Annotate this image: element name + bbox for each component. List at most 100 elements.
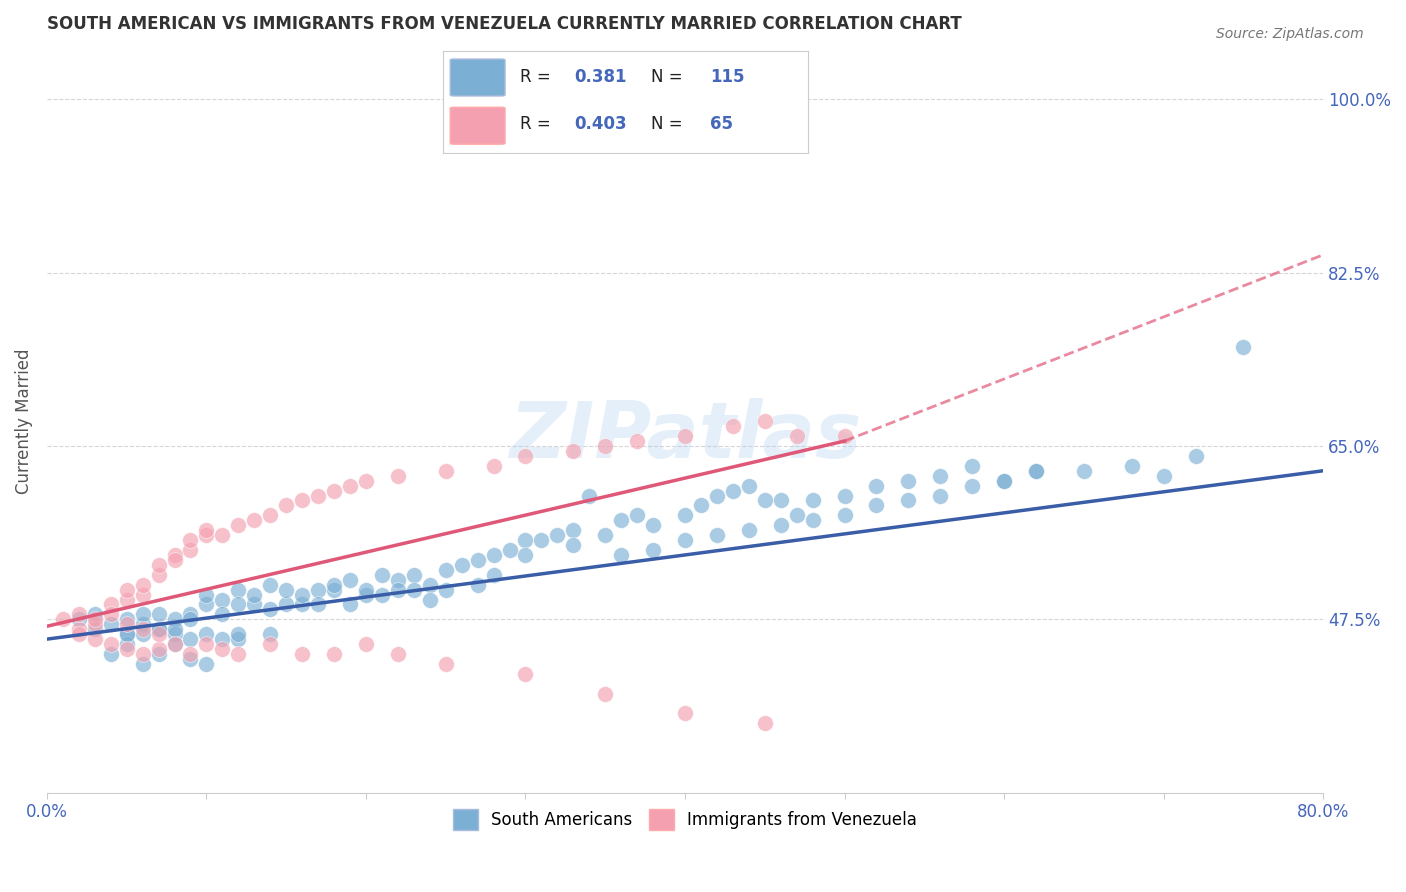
Point — [179, 647, 201, 661]
Point — [1153, 468, 1175, 483]
Point — [163, 622, 186, 636]
Text: R =: R = — [520, 68, 555, 86]
Point — [179, 632, 201, 647]
Point — [131, 627, 153, 641]
Point — [834, 429, 856, 443]
Point — [179, 612, 201, 626]
Point — [195, 528, 218, 542]
Point — [323, 582, 346, 597]
Point — [673, 706, 696, 721]
Point — [115, 642, 138, 657]
Point — [769, 518, 792, 533]
Point — [643, 518, 665, 533]
Point — [131, 577, 153, 591]
Point — [100, 647, 122, 661]
Point — [307, 582, 329, 597]
Point — [195, 627, 218, 641]
Point — [467, 577, 489, 591]
Point — [402, 582, 425, 597]
Text: N =: N = — [651, 115, 688, 133]
Point — [354, 474, 377, 488]
Point — [67, 607, 90, 622]
Point — [562, 538, 585, 552]
Point — [195, 523, 218, 537]
Point — [834, 508, 856, 523]
Point — [482, 567, 505, 582]
Text: 0.403: 0.403 — [575, 115, 627, 133]
Point — [1232, 340, 1254, 354]
Point — [115, 592, 138, 607]
Point — [323, 483, 346, 498]
Point — [179, 652, 201, 666]
Point — [131, 607, 153, 622]
Text: 115: 115 — [710, 68, 744, 86]
Point — [228, 627, 250, 641]
Point — [706, 489, 728, 503]
Point — [83, 617, 105, 632]
Text: N =: N = — [651, 68, 688, 86]
Text: SOUTH AMERICAN VS IMMIGRANTS FROM VENEZUELA CURRENTLY MARRIED CORRELATION CHART: SOUTH AMERICAN VS IMMIGRANTS FROM VENEZU… — [46, 15, 962, 33]
Point — [1121, 458, 1143, 473]
Point — [387, 582, 409, 597]
Point — [148, 622, 170, 636]
Point — [115, 617, 138, 632]
Point — [100, 607, 122, 622]
Point — [450, 558, 472, 572]
Text: 65: 65 — [710, 115, 733, 133]
Point — [259, 627, 281, 641]
Point — [276, 499, 298, 513]
Point — [100, 598, 122, 612]
Point — [626, 508, 648, 523]
Point — [769, 493, 792, 508]
Point — [929, 468, 952, 483]
Point — [148, 627, 170, 641]
Point — [801, 493, 824, 508]
Point — [100, 637, 122, 651]
Point — [100, 617, 122, 632]
Point — [673, 508, 696, 523]
FancyBboxPatch shape — [450, 59, 505, 96]
Point — [291, 598, 314, 612]
Point — [131, 647, 153, 661]
Point — [434, 582, 457, 597]
Point — [371, 567, 394, 582]
Point — [259, 602, 281, 616]
Point — [131, 617, 153, 632]
Point — [163, 612, 186, 626]
Point — [195, 588, 218, 602]
Point — [228, 632, 250, 647]
Point — [482, 458, 505, 473]
Point — [387, 573, 409, 587]
Point — [960, 458, 983, 473]
Point — [148, 642, 170, 657]
Point — [754, 414, 776, 428]
Point — [993, 474, 1015, 488]
Point — [387, 647, 409, 661]
Point — [83, 612, 105, 626]
Point — [754, 493, 776, 508]
Point — [243, 598, 266, 612]
Point — [498, 543, 520, 558]
Point — [259, 637, 281, 651]
Point — [929, 489, 952, 503]
Point — [673, 429, 696, 443]
Point — [690, 499, 713, 513]
Point — [562, 523, 585, 537]
Point — [323, 577, 346, 591]
Point — [276, 598, 298, 612]
FancyBboxPatch shape — [450, 107, 505, 145]
Point — [897, 474, 920, 488]
Point — [530, 533, 553, 547]
Point — [211, 642, 233, 657]
Point — [482, 548, 505, 562]
Y-axis label: Currently Married: Currently Married — [15, 349, 32, 494]
Point — [354, 588, 377, 602]
Point — [643, 543, 665, 558]
Point — [434, 657, 457, 671]
Point — [467, 553, 489, 567]
Point — [67, 627, 90, 641]
Point — [865, 478, 887, 492]
Point — [115, 637, 138, 651]
Point — [419, 577, 441, 591]
Point — [115, 627, 138, 641]
